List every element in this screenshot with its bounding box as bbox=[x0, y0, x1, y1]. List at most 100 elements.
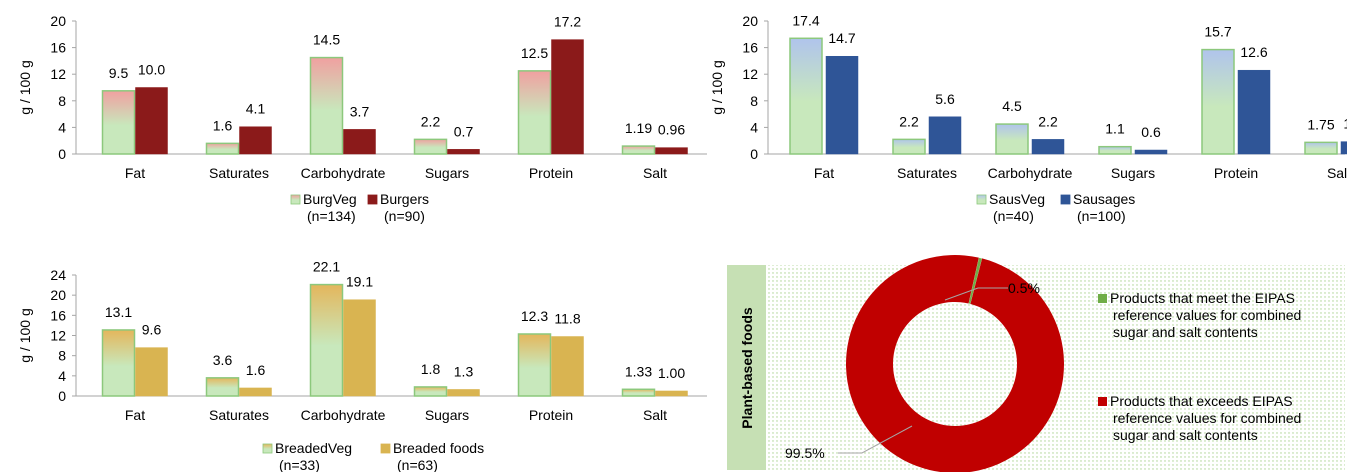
bar-breadedveg-saturates bbox=[205, 377, 240, 397]
y-tick-label: 8 bbox=[58, 93, 66, 109]
data-label: 4.1 bbox=[246, 101, 266, 117]
slice-label-exceeds: 99.5% bbox=[785, 445, 825, 461]
legend-label: SausVeg bbox=[989, 191, 1045, 207]
x-tick-label: Protein bbox=[529, 407, 573, 423]
bar-breadedveg-carbohydrate bbox=[309, 283, 344, 397]
bar-burgers-salt bbox=[655, 147, 688, 155]
bar-sausages-protein bbox=[1237, 69, 1271, 155]
bar-sausveg-saturates bbox=[892, 138, 926, 155]
bar-burgers-fat bbox=[135, 87, 168, 155]
data-label: 14.7 bbox=[828, 30, 855, 46]
data-label: 1.33 bbox=[625, 363, 652, 379]
data-label: 1.3 bbox=[454, 363, 474, 379]
y-axis-title: g / 100 g bbox=[709, 60, 725, 115]
bar-breaded-foods-protein bbox=[551, 336, 584, 397]
bar-burgers-carbohydrate bbox=[343, 129, 376, 155]
legend-sample-size: (n=63) bbox=[397, 457, 438, 472]
legend-label: reference values for combined bbox=[1113, 307, 1301, 323]
data-label: 1.86 bbox=[1343, 116, 1347, 132]
y-tick-label: 0 bbox=[750, 146, 758, 162]
y-tick-label: 16 bbox=[50, 40, 66, 56]
data-label: 4.5 bbox=[1002, 98, 1022, 114]
chart-breaded: 0 4 8 12 16 20 24 g / 100 g Fat 13.1 9.6 Saturates 3… bbox=[17, 259, 707, 472]
x-tick-label: Salt bbox=[1327, 165, 1347, 181]
x-tick-label: Saturates bbox=[209, 165, 269, 181]
y-tick-label: 0 bbox=[58, 146, 66, 162]
data-label: 1.8 bbox=[421, 361, 441, 377]
y-axis-title: g / 100 g bbox=[17, 60, 33, 115]
bar-burgveg-saturates bbox=[205, 142, 240, 155]
x-tick-label: Saturates bbox=[209, 407, 269, 423]
legend-label: sugar and salt contents bbox=[1113, 427, 1258, 443]
y-tick-label: 20 bbox=[50, 287, 66, 303]
data-label: 17.4 bbox=[792, 12, 819, 28]
data-label: 2.2 bbox=[1038, 113, 1058, 129]
x-tick-label: Carbohydrate bbox=[301, 407, 386, 423]
legend-swatch bbox=[290, 194, 301, 205]
legend-swatch bbox=[262, 443, 273, 454]
y-tick-label: 12 bbox=[742, 66, 758, 82]
bar-sausveg-sugars bbox=[1098, 145, 1132, 155]
y-tick-label: 24 bbox=[50, 267, 66, 283]
data-label: 9.6 bbox=[142, 322, 162, 338]
data-label: 22.1 bbox=[313, 259, 340, 275]
data-label: 1.1 bbox=[1105, 121, 1125, 137]
bar-sausages-sugars bbox=[1134, 149, 1168, 155]
y-axis-title: g / 100 g bbox=[17, 308, 33, 363]
data-label: 14.5 bbox=[313, 32, 340, 48]
bar-burgers-protein bbox=[551, 39, 584, 155]
legend-label: Sausages bbox=[1073, 191, 1135, 207]
bar-sausveg-fat bbox=[789, 37, 823, 155]
legend-label: Products that meet the EIPAS bbox=[1110, 290, 1295, 306]
chart-donut: Plant-based foods 0.5% 99.5% Products that … bbox=[727, 255, 1345, 472]
data-label: 12.5 bbox=[521, 45, 548, 61]
x-tick-label: Sugars bbox=[1111, 165, 1155, 181]
data-label: 11.8 bbox=[554, 311, 580, 327]
chart-sausages: 0 4 8 12 16 20 g / 100 g Fat 17.4 14.7 Saturates 2.… bbox=[709, 12, 1347, 224]
data-label: 12.3 bbox=[521, 308, 548, 324]
panel-title: Plant-based foods bbox=[739, 307, 755, 429]
panel-side-bar bbox=[727, 265, 766, 470]
donut-slice-meets bbox=[968, 257, 983, 305]
y-tick-label: 16 bbox=[742, 40, 758, 56]
legend-label: Products that exceeds EIPAS bbox=[1110, 393, 1293, 409]
legend-label: Burgers bbox=[380, 191, 429, 207]
x-tick-label: Carbohydrate bbox=[988, 165, 1073, 181]
bar-breaded-foods-fat bbox=[135, 347, 168, 397]
y-tick-label: 20 bbox=[50, 13, 66, 29]
data-label: 13.1 bbox=[105, 304, 132, 320]
data-label: 0.96 bbox=[658, 122, 685, 138]
legend-swatch bbox=[1098, 397, 1107, 406]
bar-sausages-fat bbox=[825, 55, 859, 155]
legend-sample-size: (n=134) bbox=[307, 208, 356, 224]
legend-sample-size: (n=100) bbox=[1077, 208, 1126, 224]
data-label: 3.7 bbox=[350, 103, 370, 119]
legend-burgers: BurgVeg(n=134) Burgers(n=90) bbox=[290, 191, 429, 224]
x-tick-label: Fat bbox=[814, 165, 834, 181]
data-label: 1.75 bbox=[1307, 116, 1334, 132]
legend-label: reference values for combined bbox=[1113, 410, 1301, 426]
data-label: 0.6 bbox=[1141, 124, 1161, 140]
bar-burgveg-fat bbox=[101, 90, 136, 155]
bar-sausages-carbohydrate bbox=[1031, 139, 1065, 155]
leader-line bbox=[838, 425, 913, 454]
legend-label: sugar and salt contents bbox=[1113, 324, 1258, 340]
y-tick-label: 4 bbox=[58, 119, 66, 135]
bar-breadedveg-fat bbox=[101, 329, 136, 397]
x-tick-label: Fat bbox=[125, 165, 145, 181]
data-label: 1.19 bbox=[625, 120, 652, 136]
bar-sausveg-protein bbox=[1201, 48, 1235, 155]
bar-burgers-sugars bbox=[447, 149, 480, 155]
data-label: 1.6 bbox=[213, 117, 233, 133]
y-tick-label: 20 bbox=[742, 13, 758, 29]
y-tick-label: 4 bbox=[58, 368, 66, 384]
x-tick-label: Fat bbox=[125, 407, 145, 423]
legend-sample-size: (n=33) bbox=[279, 457, 320, 472]
legend-swatch bbox=[367, 194, 378, 205]
x-tick-label: Protein bbox=[529, 165, 573, 181]
data-label: 17.2 bbox=[554, 14, 581, 30]
data-label: 5.6 bbox=[935, 91, 955, 107]
data-label: 9.5 bbox=[109, 65, 129, 81]
chart-burgers: 0 4 8 12 16 20 g / 100 g Fat 9.5 10.0 Saturates 1.6… bbox=[17, 13, 707, 224]
